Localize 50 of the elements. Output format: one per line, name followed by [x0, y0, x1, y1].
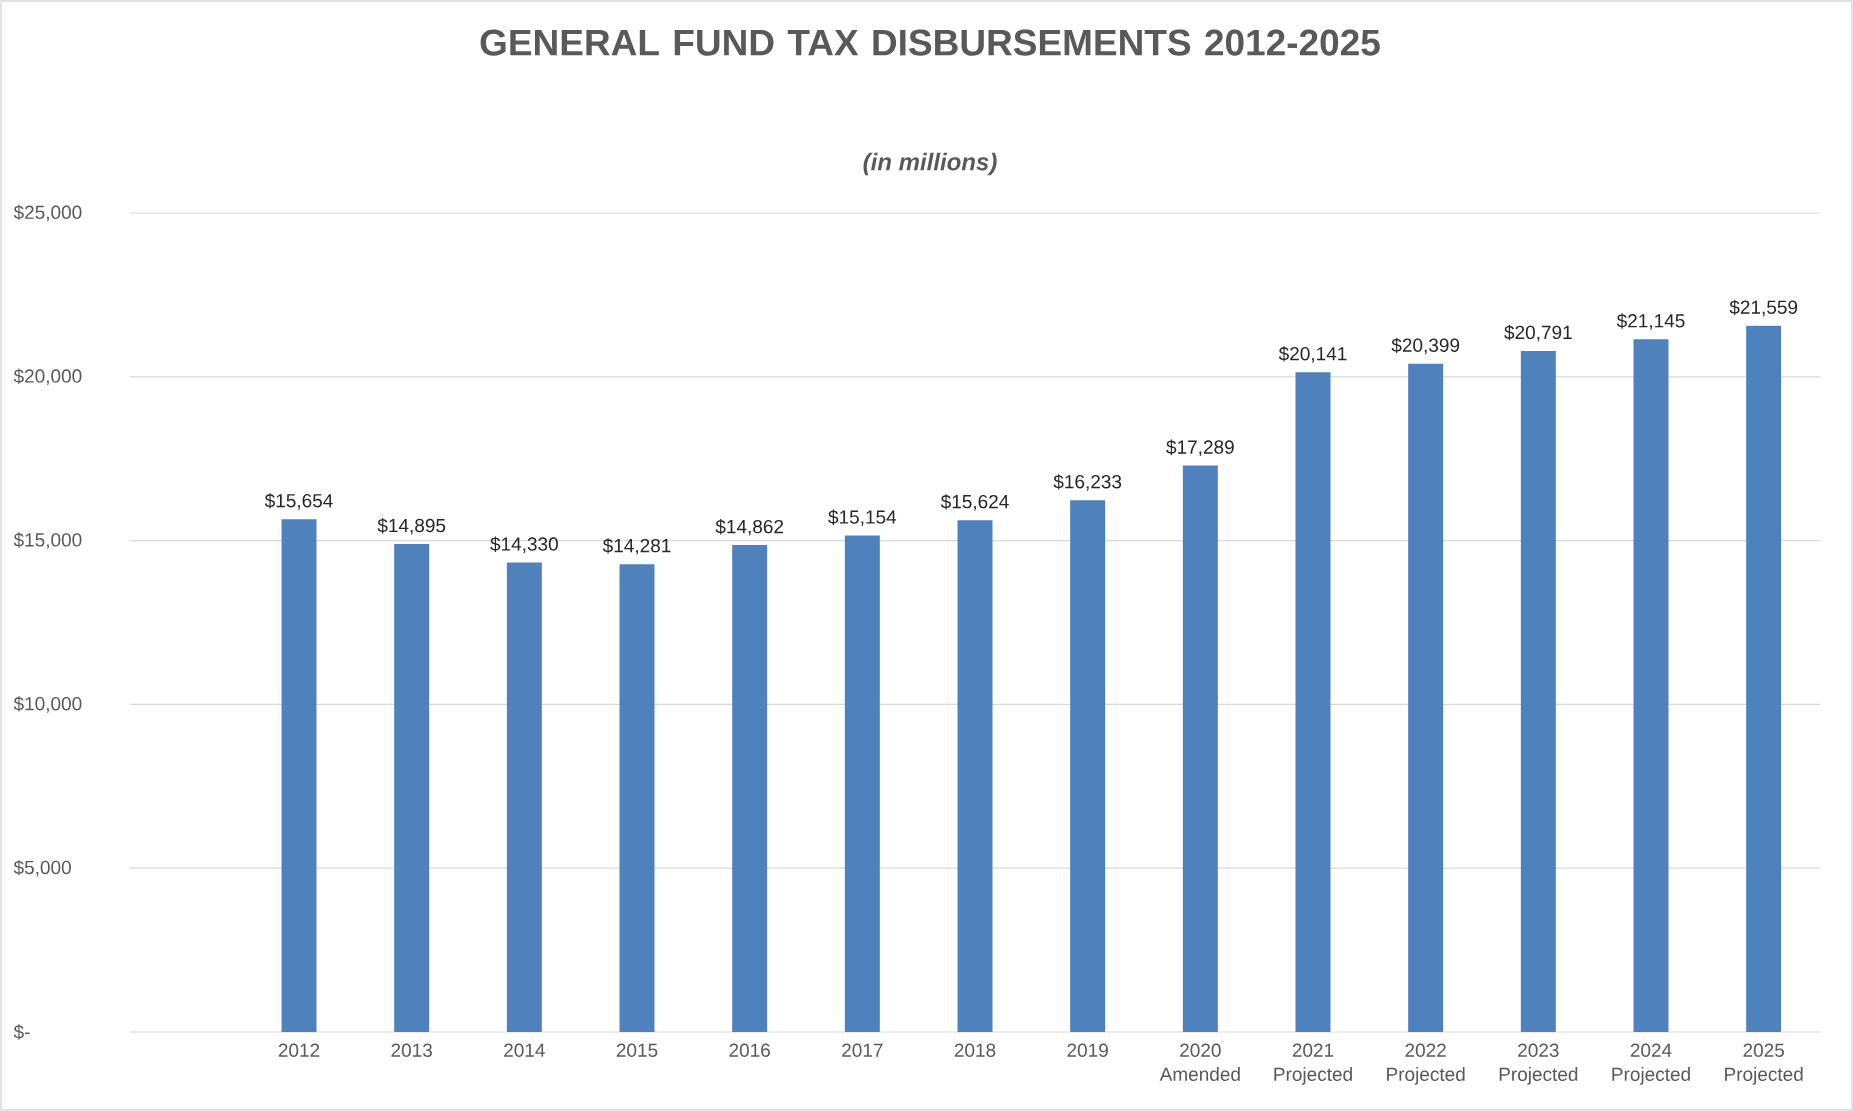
- y-tick-label: $25,000: [13, 204, 82, 222]
- data-label: $14,895: [377, 518, 446, 535]
- y-tick-label: $20,000: [13, 368, 82, 386]
- y-tick-label: $15,000: [13, 532, 82, 549]
- x-tick-label: 2012: [278, 1043, 320, 1057]
- bar: [394, 544, 430, 1032]
- x-tick-label: 2018: [954, 1043, 996, 1057]
- x-tick-label: 2017: [842, 1043, 883, 1057]
- x-tick-label: 2023 Projected: [1499, 1043, 1578, 1085]
- bar: [1746, 325, 1782, 1032]
- x-tick-label: 2015: [616, 1043, 658, 1057]
- data-label: $14,862: [715, 519, 784, 536]
- data-label: $17,289: [1166, 439, 1234, 457]
- data-label: $15,154: [828, 509, 897, 527]
- data-label: $14,281: [602, 538, 671, 555]
- data-label: $21,559: [1729, 299, 1798, 317]
- chart-title: GENERAL FUND TAX DISBURSEMENTS 2012-2025: [480, 29, 1380, 56]
- x-tick-label: 2024 Projected: [1612, 1043, 1690, 1085]
- y-tick-label: $10,000: [13, 696, 82, 713]
- bar: [1182, 465, 1218, 1032]
- data-label: $16,233: [1053, 474, 1122, 491]
- y-tick-label: $5,000: [13, 859, 71, 877]
- bar: [1070, 500, 1106, 1032]
- x-tick-label: 2021 Projected: [1274, 1043, 1352, 1085]
- bar: [1633, 339, 1669, 1032]
- data-label: $15,624: [940, 494, 1009, 511]
- data-label: $20,399: [1391, 337, 1460, 355]
- data-label: $20,141: [1278, 346, 1347, 363]
- x-tick-label: 2019: [1067, 1043, 1108, 1057]
- bar: [844, 535, 880, 1032]
- x-tick-label: 2016: [729, 1043, 770, 1057]
- data-label: $21,145: [1616, 313, 1685, 330]
- bar: [506, 562, 542, 1032]
- chart-subtitle: (in millions): [863, 152, 997, 176]
- data-label: $15,654: [264, 493, 333, 510]
- x-tick-label: 2022 Projected: [1387, 1043, 1465, 1085]
- x-tick-label: 2020 Amended: [1159, 1043, 1240, 1081]
- data-label: $14,330: [490, 536, 558, 553]
- x-tick-label: 2013: [391, 1043, 432, 1057]
- bar: [281, 519, 317, 1032]
- bar: [1408, 363, 1444, 1032]
- bar: [1520, 350, 1556, 1032]
- bar: [1295, 372, 1331, 1032]
- bar: [619, 564, 655, 1032]
- y-tick-label: $-: [13, 1024, 30, 1040]
- bar: [957, 520, 993, 1032]
- x-tick-label: 2025 Projected: [1725, 1043, 1803, 1085]
- x-tick-label: 2014: [504, 1043, 545, 1057]
- data-label: $20,791: [1504, 324, 1572, 342]
- bar: [732, 545, 768, 1032]
